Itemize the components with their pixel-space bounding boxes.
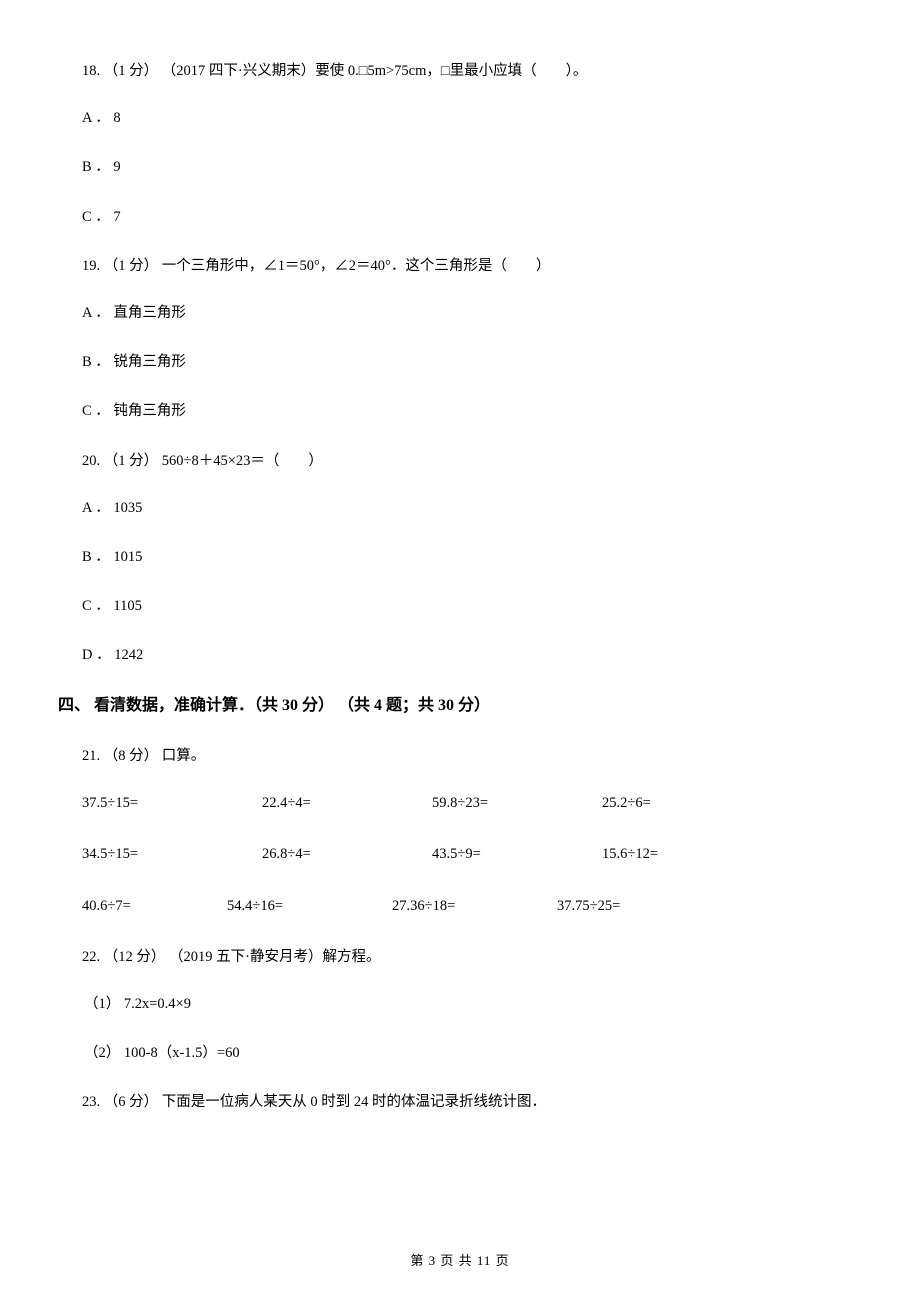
q20-option-a: A ． 1035	[82, 497, 858, 520]
question-18: 18. （1 分） （2017 四下·兴义期末）要使 0.□5m>75cm，□里…	[82, 60, 858, 83]
q19-option-c: C ． 钝角三角形	[82, 400, 858, 423]
q20-option-c: C ． 1105	[82, 595, 858, 618]
q20-option-c-text: C ． 1105	[82, 598, 142, 614]
calc-row-3: 40.6÷7= 54.4÷16= 27.36÷18= 37.75÷25=	[82, 895, 858, 918]
q18-option-a: A ． 8	[82, 107, 858, 130]
section-4-header: 四、 看清数据，准确计算．（共 30 分） （共 4 题；共 30 分）	[58, 693, 858, 719]
section-4-header-text: 四、 看清数据，准确计算．（共 30 分） （共 4 题；共 30 分）	[58, 697, 490, 714]
q20-option-b: B ． 1015	[82, 546, 858, 569]
q20-option-d-text: D ． 1242	[82, 647, 143, 663]
question-22: 22. （12 分） （2019 五下·静安月考）解方程。	[82, 946, 858, 969]
question-18-text: 18. （1 分） （2017 四下·兴义期末）要使 0.□5m>75cm，□里…	[82, 63, 587, 79]
q19-option-c-text: C ． 钝角三角形	[82, 403, 186, 419]
calc-r2-c4: 15.6÷12=	[602, 843, 752, 866]
calc-r3-c4: 37.75÷25=	[557, 895, 707, 918]
question-19: 19. （1 分） 一个三角形中，∠1＝50°，∠2＝40°．这个三角形是（ ）	[82, 255, 858, 278]
question-20: 20. （1 分） 560÷8＋45×23＝（ ）	[82, 450, 858, 473]
calc-r1-c3: 59.8÷23=	[432, 792, 602, 815]
page-footer: 第 3 页 共 11 页	[0, 1251, 920, 1272]
calc-r3-c1: 40.6÷7=	[82, 895, 242, 918]
q18-option-c: C ． 7	[82, 206, 858, 229]
calc-r1-c1: 37.5÷15=	[82, 792, 262, 815]
calc-r3-c3: 27.36÷18=	[392, 895, 557, 918]
q22-sub1-text: （1） 7.2x=0.4×9	[84, 996, 191, 1012]
calc-r3-c2: 54.4÷16=	[227, 895, 392, 918]
q19-option-a-text: A ． 直角三角形	[82, 305, 186, 321]
question-21: 21. （8 分） 口算。	[82, 745, 858, 768]
question-19-text: 19. （1 分） 一个三角形中，∠1＝50°，∠2＝40°．这个三角形是（ ）	[82, 258, 550, 274]
question-21-text: 21. （8 分） 口算。	[82, 748, 205, 764]
calc-r1-c4: 25.2÷6=	[602, 792, 752, 815]
calc-r1-c2: 22.4÷4=	[262, 792, 432, 815]
calc-row-2: 34.5÷15= 26.8÷4= 43.5÷9= 15.6÷12=	[82, 843, 858, 866]
calc-r2-c1: 34.5÷15=	[82, 843, 262, 866]
q18-option-c-text: C ． 7	[82, 209, 121, 225]
q22-sub1: （1） 7.2x=0.4×9	[84, 993, 858, 1016]
q20-option-a-text: A ． 1035	[82, 500, 142, 516]
calc-r2-c2: 26.8÷4=	[262, 843, 432, 866]
q20-option-b-text: B ． 1015	[82, 549, 142, 565]
calc-row-1: 37.5÷15= 22.4÷4= 59.8÷23= 25.2÷6=	[82, 792, 858, 815]
calc-r2-c3: 43.5÷9=	[432, 843, 602, 866]
question-23-text: 23. （6 分） 下面是一位病人某天从 0 时到 24 时的体温记录折线统计图…	[82, 1094, 546, 1110]
q18-option-b-text: B ． 9	[82, 159, 121, 175]
q22-sub2-text: （2） 100-8（x-1.5）=60	[84, 1045, 240, 1061]
q19-option-b: B ． 锐角三角形	[82, 351, 858, 374]
q18-option-a-text: A ． 8	[82, 110, 121, 126]
question-23: 23. （6 分） 下面是一位病人某天从 0 时到 24 时的体温记录折线统计图…	[82, 1091, 858, 1114]
q18-option-b: B ． 9	[82, 156, 858, 179]
q19-option-a: A ． 直角三角形	[82, 302, 858, 325]
question-22-text: 22. （12 分） （2019 五下·静安月考）解方程。	[82, 949, 380, 965]
question-20-text: 20. （1 分） 560÷8＋45×23＝（ ）	[82, 453, 323, 469]
q20-option-d: D ． 1242	[82, 644, 858, 667]
q19-option-b-text: B ． 锐角三角形	[82, 354, 186, 370]
page-footer-text: 第 3 页 共 11 页	[410, 1253, 509, 1268]
q22-sub2: （2） 100-8（x-1.5）=60	[84, 1042, 858, 1065]
